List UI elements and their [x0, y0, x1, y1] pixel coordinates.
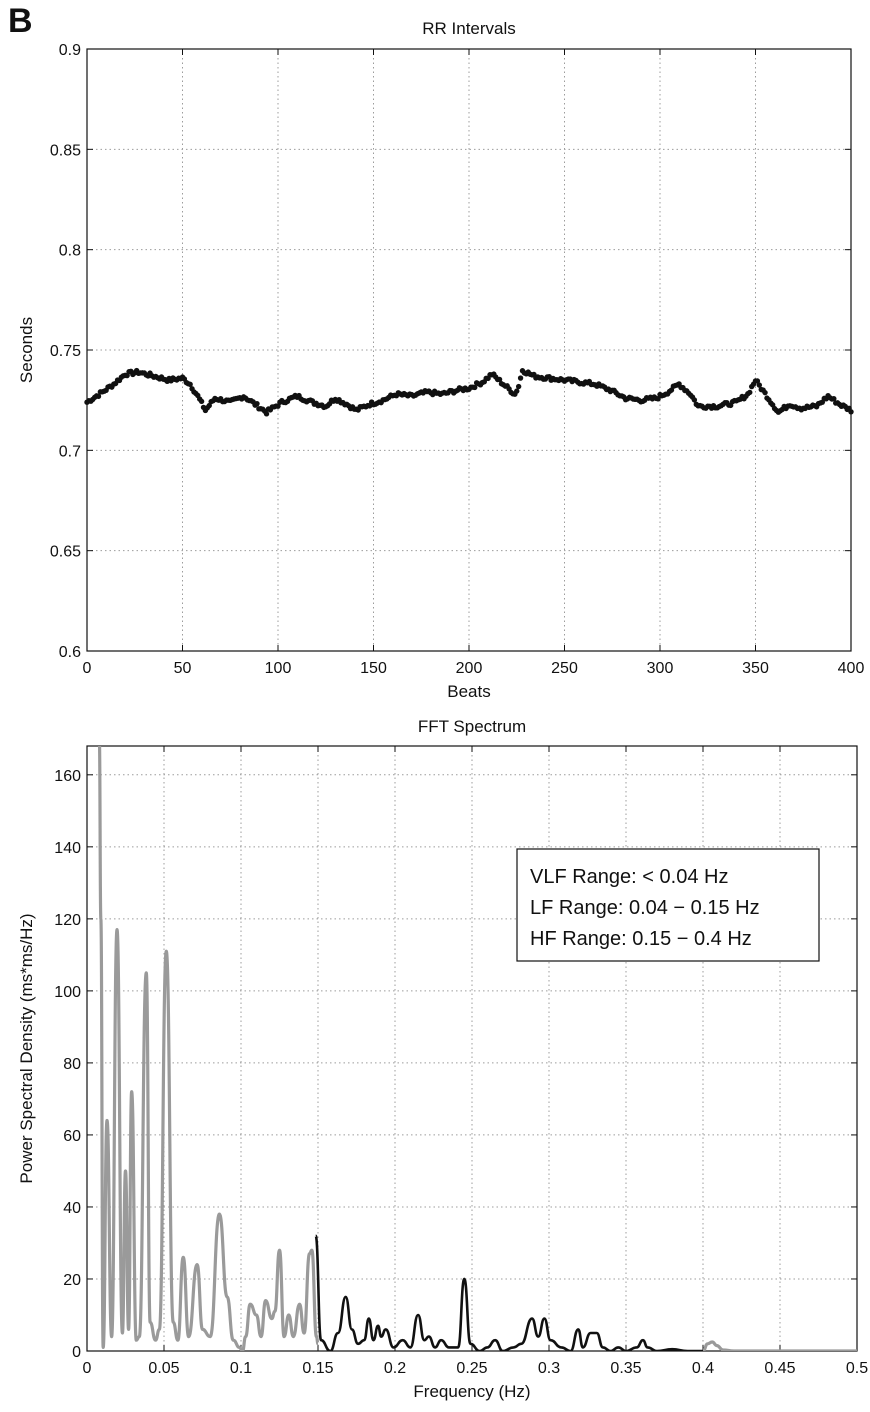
spectrum-line-hf: [314, 1234, 703, 1351]
y-tick-label: 140: [54, 840, 81, 857]
rr-series: [84, 367, 854, 417]
y-tick-label: 20: [63, 1272, 81, 1289]
rr-point: [831, 395, 837, 402]
ticks: 0 0.05 0.1 0.15 0.2 0.25 0.3 0.35 0.4 0.45 0.5 0 20 4…: [54, 746, 868, 1377]
x-tick-label: 0: [83, 660, 92, 677]
x-tick-label: 300: [647, 660, 674, 677]
plot-frame: [86, 48, 852, 652]
range-legend: VLF Range: < 0.04 Hz LF Range: 0.04 − 0.1…: [516, 848, 820, 962]
rr-point: [848, 409, 854, 415]
rr-point: [206, 402, 212, 409]
x-tick-label: 350: [742, 660, 769, 677]
rr-point: [496, 376, 503, 383]
x-tick-label: 100: [265, 660, 292, 677]
x-tick-label: 0.25: [456, 1360, 487, 1377]
y-axis-label: Power Spectral Density (ms*ms/Hz): [17, 913, 36, 1183]
y-tick-label: 100: [54, 984, 81, 1001]
plot-frame: [86, 745, 858, 1352]
y-tick-label: 0.8: [59, 243, 81, 260]
y-tick-label: 0.65: [50, 544, 81, 561]
chart-title: FFT Spectrum: [418, 717, 526, 736]
x-tick-label: 50: [174, 660, 192, 677]
x-tick-label: 0.05: [148, 1360, 179, 1377]
x-tick-label: 0.35: [610, 1360, 641, 1377]
x-tick-label: 250: [551, 660, 578, 677]
chart-rr-intervals: 0 50 100 150 200 250 300 350 400 0.6 0.65 0.7 0.75 0.…: [17, 19, 864, 701]
panel-label: B: [8, 2, 33, 40]
x-tick-label: 0.5: [846, 1360, 868, 1377]
rr-point: [263, 411, 270, 417]
rr-point: [187, 381, 193, 388]
grid: [87, 746, 857, 1351]
x-tick-label: 200: [456, 660, 483, 677]
rr-point: [655, 396, 661, 402]
y-tick-label: 80: [63, 1056, 81, 1073]
spectrum-line-above-hf: [702, 1340, 857, 1351]
y-tick-label: 0.7: [59, 443, 81, 460]
x-axis-label: Beats: [447, 682, 490, 701]
y-tick-label: 0.6: [59, 644, 81, 661]
grid: [87, 49, 851, 651]
rr-point: [756, 382, 763, 388]
rr-point: [514, 388, 520, 394]
range-legend-line: LF Range: 0.04 − 0.15 Hz: [530, 897, 760, 919]
y-tick-label: 40: [63, 1200, 81, 1217]
x-tick-label: 0.1: [230, 1360, 252, 1377]
spectrum-line-vlf-lf: [97, 746, 320, 1351]
rr-point: [754, 378, 761, 384]
chart-title: RR Intervals: [422, 19, 516, 38]
y-axis-label: Seconds: [17, 317, 36, 383]
rr-point: [747, 389, 753, 396]
x-tick-label: 0.2: [384, 1360, 406, 1377]
x-tick-label: 0.4: [692, 1360, 714, 1377]
x-tick-label: 150: [360, 660, 387, 677]
x-tick-label: 0: [83, 1360, 92, 1377]
rr-point: [472, 384, 478, 391]
y-tick-label: 160: [54, 768, 81, 785]
rr-point: [515, 383, 522, 390]
range-legend-line: HF Range: 0.15 − 0.4 Hz: [530, 928, 752, 950]
spectrum-lines: [97, 746, 857, 1351]
range-legend-line: VLF Range: < 0.04 Hz: [530, 866, 728, 888]
rr-point: [691, 397, 698, 403]
y-tick-label: 120: [54, 912, 81, 929]
range-legend-box: [516, 848, 820, 962]
y-tick-label: 0.75: [50, 343, 81, 360]
rr-point: [198, 398, 205, 405]
x-tick-label: 0.45: [764, 1360, 795, 1377]
y-tick-label: 60: [63, 1128, 81, 1145]
chart-fft-spectrum: 0 0.05 0.1 0.15 0.2 0.25 0.3 0.35 0.4 0.45 0.5 0 20 4…: [17, 717, 868, 1401]
rr-point: [762, 389, 768, 396]
ticks: 0 50 100 150 200 250 300 350 400 0.6 0.65 0.7 0.75 0.…: [50, 42, 865, 677]
y-tick-label: 0.85: [50, 142, 81, 159]
x-tick-label: 0.15: [302, 1360, 333, 1377]
x-tick-label: 0.3: [538, 1360, 560, 1377]
rr-point: [517, 375, 524, 381]
x-tick-label: 400: [838, 660, 865, 677]
rr-point: [95, 393, 102, 400]
y-tick-label: 0: [72, 1344, 81, 1361]
x-axis-label: Frequency (Hz): [413, 1382, 530, 1401]
y-tick-label: 0.9: [59, 42, 81, 59]
rr-point: [254, 400, 260, 407]
